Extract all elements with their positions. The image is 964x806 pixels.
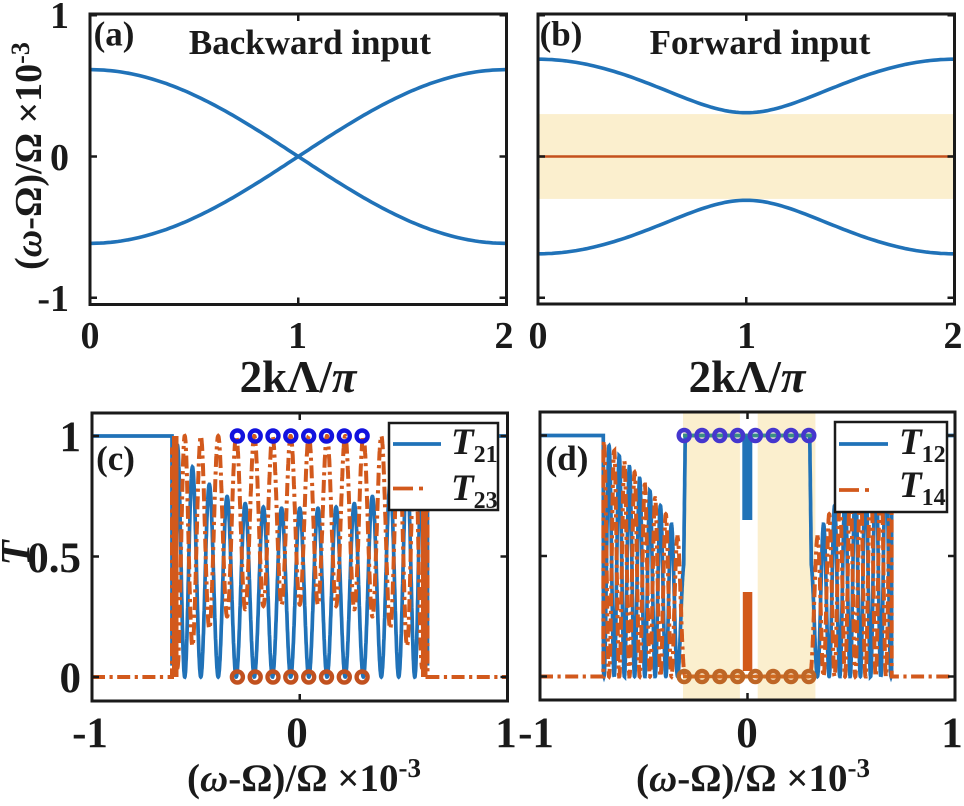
svg-text:(ω-Ω)/Ω ×10-3: (ω-Ω)/Ω ×10-3	[636, 753, 870, 800]
svg-text:(ω-Ω)/Ω ×10-3: (ω-Ω)/Ω ×10-3	[187, 753, 421, 800]
svg-text:0: 0	[529, 315, 548, 357]
svg-text:1: 1	[288, 315, 307, 357]
svg-text:0: 0	[286, 710, 308, 757]
svg-text:(b): (b)	[540, 15, 583, 54]
svg-text:Forward input: Forward input	[650, 23, 871, 62]
svg-text:0.5: 0.5	[27, 535, 81, 582]
svg-text:1: 1	[60, 414, 82, 461]
svg-text:1: 1	[50, 0, 69, 37]
svg-text:1: 1	[941, 710, 963, 757]
svg-text:T: T	[0, 539, 38, 566]
svg-text:1: 1	[737, 315, 756, 357]
svg-text:0: 0	[81, 315, 100, 357]
svg-text:0: 0	[736, 710, 758, 757]
svg-text:-1: -1	[518, 710, 554, 757]
svg-text:2: 2	[495, 315, 514, 357]
svg-text:-1: -1	[37, 278, 69, 320]
svg-text:1: 1	[495, 710, 517, 757]
svg-text:2: 2	[944, 315, 963, 357]
svg-text:-1: -1	[72, 710, 108, 757]
svg-text:(a): (a)	[94, 15, 135, 54]
svg-text:2kΛ/π: 2kΛ/π	[240, 352, 358, 402]
svg-text:2kΛ/π: 2kΛ/π	[689, 352, 807, 402]
svg-text:(ω-Ω)/Ω ×10-3: (ω-Ω)/Ω ×10-3	[6, 42, 50, 270]
svg-text:Backward input: Backward input	[189, 23, 431, 62]
svg-text:(c): (c)	[96, 439, 135, 478]
svg-text:0: 0	[60, 655, 82, 702]
svg-text:(d): (d)	[546, 439, 589, 478]
svg-text:0: 0	[50, 137, 69, 179]
